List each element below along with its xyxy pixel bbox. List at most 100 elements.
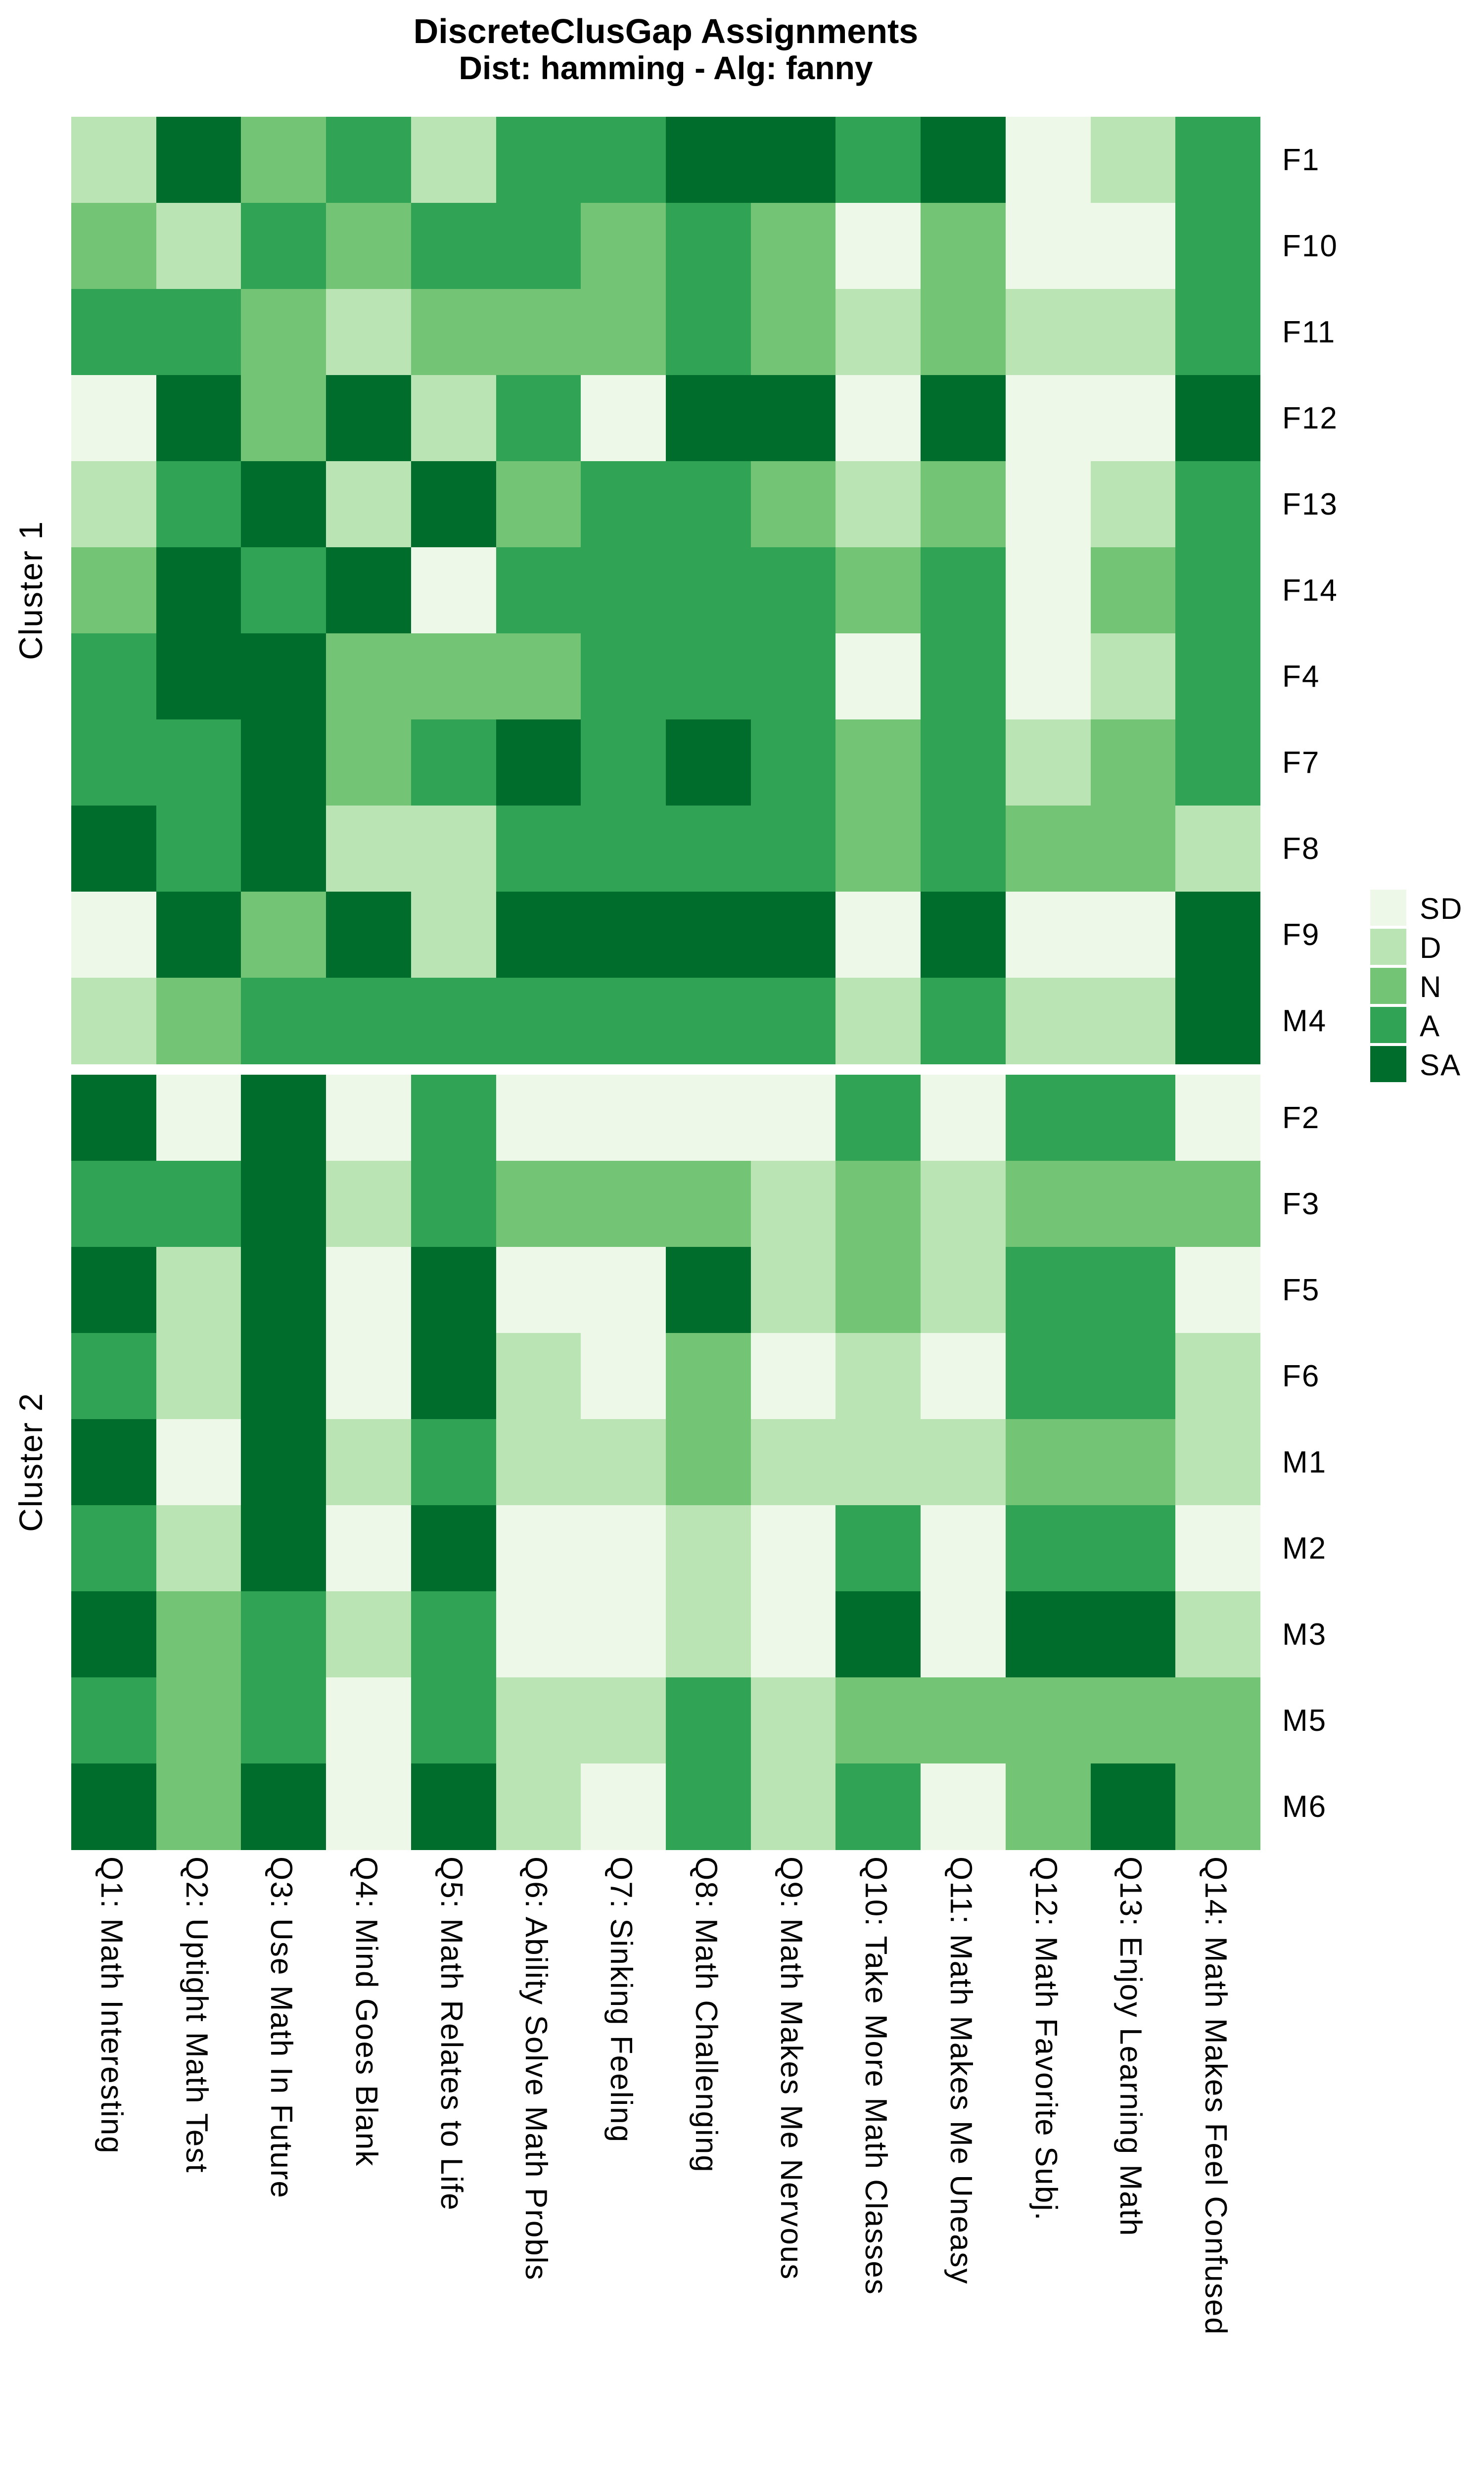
heatmap-cell [496,1505,581,1592]
heatmap-cell [241,1075,326,1161]
heatmap-cell [156,1419,241,1506]
heatmap-cell [326,1161,412,1247]
heatmap-cell [411,1419,497,1506]
heatmap-cell [921,1763,1006,1850]
heatmap-cell [156,203,241,289]
heatmap-cell [581,1075,666,1161]
heatmap-cell [581,461,666,548]
heatmap-cell [326,1505,412,1592]
heatmap-cell [666,1247,751,1333]
heatmap-cell [326,1677,412,1764]
heatmap-cell [156,1075,241,1161]
heatmap-cell [835,117,921,203]
row-label: M3 [1282,1617,1327,1652]
heatmap-cell [241,203,326,289]
heatmap-cell [921,1075,1006,1161]
heatmap-cell [71,289,157,376]
heatmap-cell [1005,633,1091,720]
heatmap-cell [921,633,1006,720]
heatmap-cell [156,1505,241,1592]
heatmap-cell [581,203,666,289]
legend-label: SA [1420,1048,1462,1082]
heatmap-cell [241,1419,326,1506]
column-label: Q12: Math Favorite Subj. [1028,1856,1063,2222]
heatmap-cell [71,719,157,806]
heatmap-cell [411,1677,497,1764]
heatmap-cell [666,203,751,289]
heatmap-cell [71,806,157,892]
heatmap-cell [581,1591,666,1678]
heatmap-cell [1005,1677,1091,1764]
heatmap-cell [921,289,1006,376]
heatmap-cell [156,892,241,978]
heatmap-cell [241,375,326,462]
heatmap-cell [496,375,581,462]
heatmap-cell [156,1591,241,1678]
heatmap-cell [496,892,581,978]
heatmap-cell [581,289,666,376]
heatmap-cell [156,547,241,634]
heatmap-cell [835,1247,921,1333]
row-label: F4 [1282,659,1320,694]
heatmap-cell [241,719,326,806]
heatmap-cell [1090,289,1176,376]
heatmap-cell [496,1333,581,1420]
heatmap-cell [496,1763,581,1850]
heatmap-cell [1175,1677,1261,1764]
heatmap-cell [496,1247,581,1333]
heatmap-cell [1090,1763,1176,1850]
column-label: Q1: Math Interesting [94,1856,129,2154]
row-label: F14 [1282,573,1338,608]
heatmap-cell [921,806,1006,892]
heatmap-cell [1090,1677,1176,1764]
heatmap-cell [750,719,836,806]
heatmap-cell [71,1161,157,1247]
heatmap-cell [241,117,326,203]
heatmap-cell [666,1419,751,1506]
heatmap-cell [666,1161,751,1247]
heatmap-cell [411,547,497,634]
heatmap-cell [1175,1161,1261,1247]
heatmap-cell [71,1591,157,1678]
heatmap-cell [1090,1161,1176,1247]
heatmap-cell [71,1075,157,1161]
heatmap-cell [750,1247,836,1333]
heatmap-cell [241,978,326,1064]
heatmap-cell [750,1419,836,1506]
heatmap-cell [241,1677,326,1764]
heatmap-cell [921,1419,1006,1506]
heatmap-cell [411,633,497,720]
heatmap-cell [666,719,751,806]
heatmap-cell [241,892,326,978]
heatmap-cell [1005,1419,1091,1506]
heatmap-cell [750,1075,836,1161]
heatmap-cell [835,806,921,892]
heatmap-cell [1090,719,1176,806]
heatmap-cell [750,461,836,548]
column-label: Q5: Math Relates to Life [434,1856,468,2211]
heatmap-cell [750,1677,836,1764]
heatmap-cell [581,1505,666,1592]
legend-swatch [1370,1046,1406,1082]
heatmap-cell [750,1763,836,1850]
heatmap-cell [326,203,412,289]
heatmap-cell [750,1333,836,1420]
heatmap-cell [1005,1247,1091,1333]
heatmap-cell [496,633,581,720]
heatmap-cell [581,1333,666,1420]
heatmap-cell [1005,978,1091,1064]
heatmap-cell [1175,1419,1261,1506]
row-label: F3 [1282,1187,1320,1221]
heatmap-cell [1005,1075,1091,1161]
heatmap-cell [1005,1591,1091,1678]
heatmap-cell [411,1763,497,1850]
heatmap-cell [666,806,751,892]
column-label: Q2: Uptight Math Test [179,1856,214,2174]
heatmap-cell [411,1161,497,1247]
heatmap-cell [411,806,497,892]
heatmap-cell [241,461,326,548]
heatmap-cell [750,1161,836,1247]
heatmap-cell [1175,892,1261,978]
heatmap-cell [835,892,921,978]
heatmap-cell [921,375,1006,462]
